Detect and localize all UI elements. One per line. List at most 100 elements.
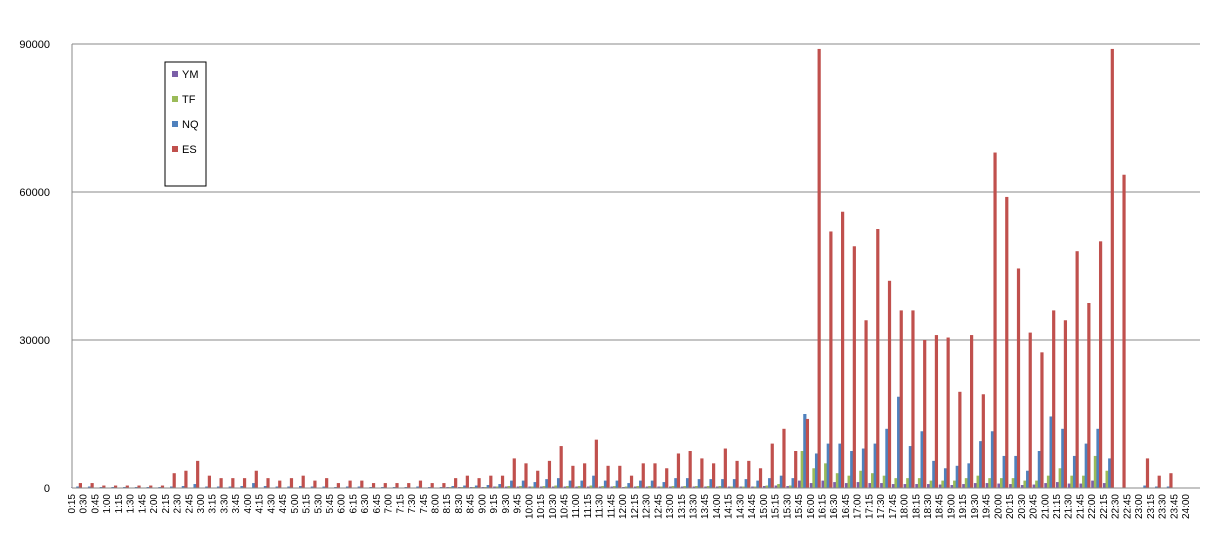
bar: [917, 478, 922, 488]
legend-swatch: [172, 146, 178, 152]
legend-swatch: [172, 121, 178, 127]
x-tick-label: 23:30: [1158, 494, 1169, 519]
bar: [765, 485, 769, 488]
bar: [727, 486, 731, 488]
x-tick-label: 16:15: [817, 494, 828, 519]
bar: [181, 486, 185, 488]
bar: [489, 475, 493, 488]
bar: [430, 483, 434, 488]
bar: [1052, 310, 1056, 488]
bar: [516, 486, 520, 488]
bar: [768, 478, 772, 488]
bar: [648, 486, 652, 488]
bar: [633, 486, 638, 488]
bar: [762, 486, 767, 488]
bar: [170, 486, 174, 488]
bar: [1016, 268, 1021, 488]
bar: [1105, 470, 1109, 488]
x-tick-label: 22:45: [1122, 494, 1133, 519]
bar: [348, 480, 352, 488]
bar: [540, 486, 544, 488]
bar: [1093, 455, 1097, 488]
x-tick-label: 22:30: [1111, 494, 1122, 519]
bar: [692, 486, 696, 488]
bar: [1143, 485, 1147, 488]
bar: [1035, 480, 1039, 488]
x-tick-label: 5:15: [302, 494, 313, 514]
bar: [1032, 484, 1036, 488]
bar: [798, 480, 802, 488]
bar: [606, 465, 610, 488]
bar: [1096, 428, 1100, 488]
x-tick-label: 19:15: [958, 494, 969, 519]
bar: [706, 486, 711, 488]
bar: [500, 475, 505, 488]
bar: [695, 486, 699, 488]
bar: [216, 486, 221, 488]
bar: [887, 280, 892, 488]
bar: [530, 486, 535, 488]
bar: [870, 473, 875, 488]
x-tick-label: 22:15: [1099, 494, 1110, 519]
bar: [1040, 352, 1044, 488]
bar: [791, 478, 795, 488]
bar: [794, 451, 798, 488]
x-tick-label: 0:45: [90, 494, 101, 514]
bar: [941, 480, 945, 488]
bar: [533, 482, 537, 488]
bar: [528, 486, 532, 488]
bar: [744, 479, 748, 488]
x-tick-label: 12:30: [642, 494, 653, 519]
bar: [997, 483, 1001, 488]
x-tick-label: 17:45: [888, 494, 899, 519]
x-tick-label: 2:45: [184, 494, 195, 514]
bar: [835, 473, 840, 488]
bar: [207, 475, 211, 488]
x-tick-label: 0:15: [67, 494, 78, 514]
bar: [943, 468, 948, 488]
bar: [812, 468, 816, 488]
bar: [739, 486, 743, 488]
x-tick-label: 8:00: [431, 494, 442, 514]
bar: [829, 231, 833, 488]
bar: [934, 335, 939, 488]
x-tick-label: 21:15: [1052, 494, 1063, 519]
x-tick-label: 23:15: [1146, 494, 1157, 519]
bar: [894, 478, 898, 488]
bar: [788, 485, 793, 488]
x-tick-label: 2:00: [149, 494, 160, 514]
bar: [650, 480, 654, 488]
bar: [1005, 196, 1009, 488]
bar: [779, 475, 783, 488]
bar: [137, 485, 141, 488]
legend-label: NQ: [182, 119, 199, 131]
bar: [979, 441, 983, 488]
bar: [852, 246, 856, 488]
bar: [981, 394, 985, 488]
x-tick-label: 6:30: [360, 494, 371, 514]
bar: [1037, 451, 1041, 488]
bar: [559, 446, 563, 488]
bar: [601, 486, 605, 488]
bar: [1058, 468, 1062, 488]
bar: [824, 463, 828, 488]
x-tick-label: 15:15: [771, 494, 782, 519]
bar: [786, 486, 790, 488]
bar: [800, 451, 804, 488]
bar: [1145, 458, 1150, 488]
bar: [629, 475, 634, 488]
bar: [999, 478, 1004, 488]
bar: [985, 483, 989, 488]
x-tick-label: 5:30: [313, 494, 324, 514]
legend-swatch: [172, 71, 178, 77]
bar: [510, 480, 514, 488]
x-tick-label: 17:30: [876, 494, 887, 519]
x-tick-label: 7:15: [395, 494, 406, 514]
bar: [911, 310, 915, 488]
x-tick-label: 1:15: [114, 494, 125, 514]
x-tick-label: 8:15: [442, 494, 453, 514]
bar: [193, 484, 197, 488]
bar: [1072, 455, 1077, 488]
x-tick-label: 8:45: [466, 494, 477, 514]
bar: [407, 483, 411, 488]
